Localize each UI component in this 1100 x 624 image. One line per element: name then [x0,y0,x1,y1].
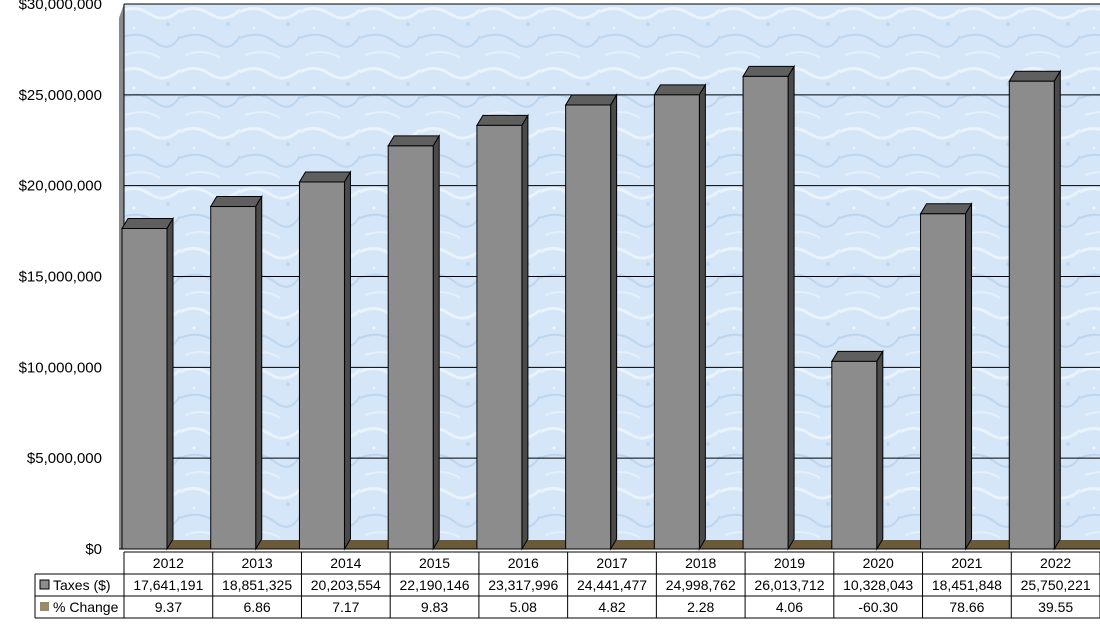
bar-group [830,349,884,551]
y-tick-label: $10,000,000 [19,359,102,376]
bar-side [432,134,440,551]
data-label: 25,750,221 [1021,577,1091,593]
bar [653,94,700,550]
data-label: 4.06 [776,599,803,615]
bar-group [387,134,441,551]
x-tick-label: 2012 [153,555,184,571]
data-label: 7.17 [332,599,359,615]
bar-side [965,201,973,551]
x-tick-label: 2017 [596,555,627,571]
data-table: 2012 2013 2014 2015 2016 2017 2018 2019 2020 2021… [34,551,1100,619]
data-label: 9.37 [155,599,182,615]
bar-group [121,216,174,551]
x-tick-label: 2021 [951,555,982,571]
x-tick-label: 2022 [1040,555,1071,571]
data-label: 4.82 [598,599,625,615]
bar [476,124,523,550]
bars [121,64,1062,551]
data-label: 24,441,477 [577,577,647,593]
y-tick-label: $30,000,000 [19,0,102,13]
legend-swatch [40,602,49,611]
y-tick-label: $15,000,000 [19,269,102,286]
bar-top [121,218,174,230]
bar-side [166,216,174,551]
data-label: 24,998,762 [666,577,736,593]
data-label: 6.86 [243,599,270,615]
x-tick-label: 2016 [508,555,539,571]
x-tick-label: 2014 [330,555,361,571]
x-tick-label: 2013 [242,555,273,571]
bar-group [209,194,263,551]
bar [565,104,612,550]
bar-top [830,350,884,362]
bar-top [564,94,618,106]
bar-group [476,113,529,551]
legend-label: % Change [53,599,119,615]
data-label: 78.66 [949,599,984,615]
bar-top [209,196,263,208]
data-label: 17,641,191 [133,577,203,593]
bar [387,145,434,550]
bar-side [698,83,706,551]
bar-group [298,170,352,551]
legend-label: Taxes ($) [53,577,111,593]
data-label: 2.28 [687,599,714,615]
bar-side [610,93,618,551]
data-label: 9.83 [421,599,448,615]
bar-side [255,194,263,551]
x-tick-label: 2015 [419,555,450,571]
data-label: 39.55 [1038,599,1073,615]
bar-side [521,113,529,551]
bar-group [742,64,795,551]
bar-top [387,135,441,147]
bar-side [876,349,884,551]
y-axis: $0 $5,000,000 $10,000,000 $15,000,000 $20,00… [19,0,102,558]
data-label: 23,317,996 [488,577,558,593]
bar [210,206,257,550]
data-label: 10,328,043 [843,577,913,593]
bar-top [919,203,973,215]
bar [920,213,967,550]
bar-side [1053,69,1061,551]
bar [1008,80,1055,550]
data-label: -60.30 [858,599,898,615]
y-tick-label: $25,000,000 [19,87,102,104]
bar-top [1008,70,1062,82]
data-label: 18,451,848 [932,577,1002,593]
data-label: 26,013,712 [754,577,824,593]
bar-group [919,201,973,551]
bar-side [787,64,795,551]
bar [742,75,789,550]
data-label: 18,851,325 [222,577,292,593]
y-tick-label: $20,000,000 [19,178,102,195]
bar [831,360,878,550]
bar-top [476,114,529,126]
y-tick-label: $5,000,000 [27,450,102,467]
legend-swatch [39,579,50,590]
bar-group [653,83,707,551]
x-tick-label: 2019 [774,555,805,571]
bar [121,228,168,550]
bar-group [564,93,618,551]
bar-group [1008,69,1062,551]
y-tick-label: $0 [85,541,102,558]
bar-side [343,170,351,551]
bar-top [298,171,352,183]
bar-top [653,84,707,96]
x-tick-label: 2018 [685,555,716,571]
data-label: 20,203,554 [311,577,381,593]
data-label: 5.08 [510,599,537,615]
bar-top [742,65,795,77]
bar [298,181,345,550]
x-tick-label: 2020 [863,555,894,571]
data-label: 22,190,146 [400,577,470,593]
